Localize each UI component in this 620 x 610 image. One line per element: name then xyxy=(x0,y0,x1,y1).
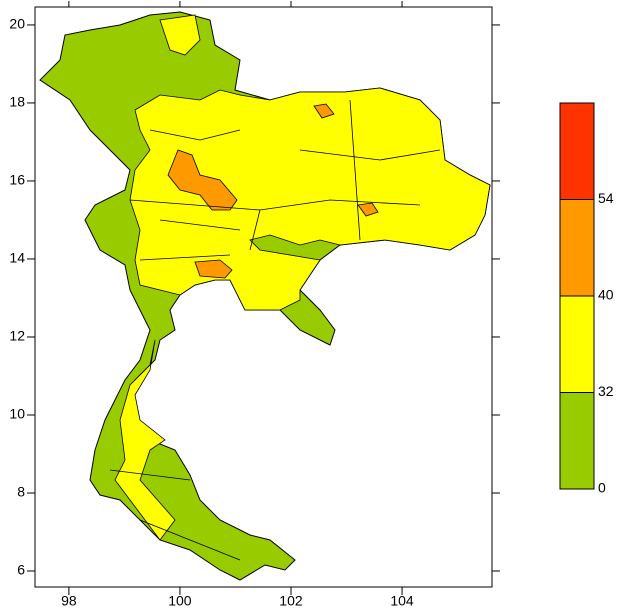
colorbar-segment xyxy=(559,392,595,490)
y-tick-label: 14 xyxy=(9,250,25,266)
x-tick-label: 104 xyxy=(390,593,414,609)
plot-frame xyxy=(34,6,493,588)
zone-orange xyxy=(194,259,233,279)
colorbar-label: 54 xyxy=(598,190,614,206)
colorbar-segment xyxy=(559,102,595,200)
colorbar-segment xyxy=(559,199,595,297)
y-tick-label: 18 xyxy=(9,94,25,110)
zone-orange xyxy=(313,103,335,119)
colorbar-segment xyxy=(559,295,595,393)
zone-orange xyxy=(167,149,238,211)
province-borders xyxy=(109,99,441,561)
x-tick-label: 98 xyxy=(61,593,77,609)
colorbar-label: 0 xyxy=(598,480,606,496)
zone-yellow xyxy=(159,14,201,56)
colorbar-label: 40 xyxy=(598,287,614,303)
zone-yellow xyxy=(129,87,491,311)
x-tick-label: 102 xyxy=(279,593,303,609)
x-tick-label: 100 xyxy=(168,593,192,609)
zone-orange xyxy=(357,202,379,217)
map xyxy=(39,11,491,581)
colorbar-label: 32 xyxy=(598,383,614,399)
y-tick-label: 10 xyxy=(9,406,25,422)
y-tick-label: 12 xyxy=(9,328,25,344)
y-tick-label: 16 xyxy=(9,172,25,188)
y-tick-label: 6 xyxy=(17,562,25,578)
y-tick-label: 8 xyxy=(17,484,25,500)
zone-yellow xyxy=(114,339,176,541)
y-tick-label: 20 xyxy=(9,16,25,32)
